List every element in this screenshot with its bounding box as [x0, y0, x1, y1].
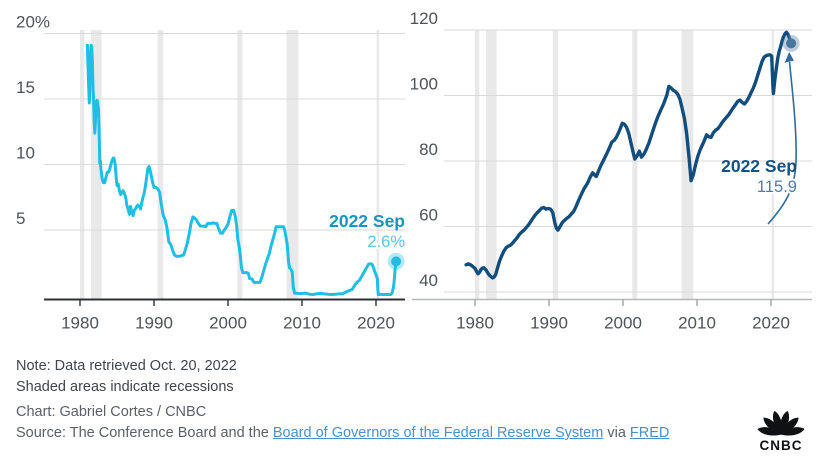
right-end-dot [786, 38, 797, 49]
x-tick-label: 1990 [530, 314, 568, 333]
y-tick-label: 80 [419, 140, 438, 159]
peacock-icon [757, 410, 805, 436]
x-tick-label: 2010 [283, 314, 321, 333]
peacock-feather [779, 410, 790, 435]
charts-svg: 20% 15 10 5 1980 1990 2000 2010 2020 2022 Sep 2.6%… [16, 9, 812, 333]
y-tick-label: 20% [16, 13, 50, 32]
annotation-arrow-head [784, 52, 794, 63]
source-link-federal-reserve[interactable]: Board of Governors of the Federal Reserv… [272, 425, 604, 441]
annotation-date-label: 2022 Sep [721, 156, 797, 176]
right-chart: 120 100 80 60 40 1980 1990 2000 2010 2020 2022 Sep… [410, 9, 812, 333]
left-end-dot [391, 256, 402, 267]
x-tick-label: 1990 [135, 314, 173, 333]
x-tick-label: 2000 [604, 314, 642, 333]
footer-credit-line: Chart: Gabriel Cortes / CNBC [16, 404, 207, 420]
annotation-arrow [767, 61, 797, 225]
y-tick-label: 120 [410, 9, 438, 28]
peacock-feather [780, 417, 799, 435]
left-chart: 20% 15 10 5 1980 1990 2000 2010 2020 2022 Sep 2.6% [16, 13, 407, 333]
peacock-feather [772, 410, 783, 435]
peacock-feather [763, 417, 782, 435]
annotation-date-label: 2022 Sep [329, 211, 405, 231]
right-series-line [464, 30, 793, 280]
x-tick-label: 1980 [456, 314, 494, 333]
peacock-feather [780, 427, 805, 436]
recession-band [486, 30, 497, 300]
recession-band [475, 30, 480, 300]
y-tick-label: 60 [419, 206, 438, 225]
source-prefix: Source: The Conference Board and the [16, 425, 273, 441]
recession-band [552, 30, 559, 300]
annotation-value-label: 115.9 [757, 178, 797, 196]
footer-note-line-2: Shaded areas indicate recessions [16, 379, 234, 395]
y-tick-label: 100 [410, 75, 438, 94]
x-tick-label: 2000 [209, 314, 247, 333]
y-tick-label: 5 [16, 209, 25, 228]
cnbc-logo-text: CNBC [760, 438, 803, 453]
source-link-fred[interactable]: FRED [629, 425, 670, 441]
recession-band [771, 30, 775, 300]
peacock-feather [757, 427, 782, 436]
recession-band [681, 30, 694, 300]
source-mid: via [603, 425, 630, 441]
x-tick-label: 2010 [678, 314, 716, 333]
x-tick-label: 2020 [357, 314, 395, 333]
cnbc-logo: CNBC [757, 410, 805, 453]
y-tick-label: 10 [16, 144, 35, 163]
recession-band [632, 30, 638, 300]
x-tick-label: 2020 [752, 314, 790, 333]
y-tick-label: 40 [419, 271, 438, 290]
annotation-value-label: 2.6% [367, 233, 405, 251]
x-tick-label: 1980 [61, 314, 99, 333]
y-tick-label: 15 [16, 78, 35, 97]
footer-source-line: Source: The Conference Board and the Boa… [16, 425, 669, 441]
footer-note-line-1: Note: Data retrieved Oct. 20, 2022 [16, 358, 237, 374]
left-series-line [85, 43, 398, 297]
